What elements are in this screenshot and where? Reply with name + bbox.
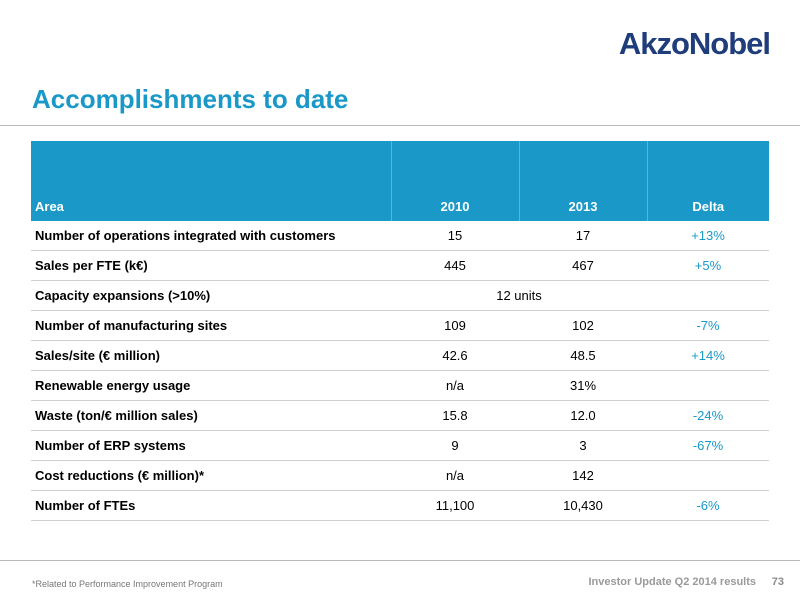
header-area: Area xyxy=(31,141,392,221)
row-delta: -67% xyxy=(647,430,769,461)
row-value-2010: 109 xyxy=(391,310,519,341)
row-value-2010: 9 xyxy=(391,430,519,461)
row-delta: +13% xyxy=(647,221,769,251)
table-body: Number of operations integrated with cus… xyxy=(31,221,769,521)
row-value-2013: 467 xyxy=(519,250,647,281)
row-value-2010: 445 xyxy=(391,250,519,281)
row-value-2010: 15.8 xyxy=(391,400,519,431)
row-area-label: Renewable energy usage xyxy=(31,370,391,401)
table-row: Number of manufacturing sites 109 102 -7% xyxy=(31,310,769,341)
row-value-2010: 42.6 xyxy=(391,340,519,371)
table-row: Sales/site (€ million) 42.6 48.5 +14% xyxy=(31,340,769,371)
table-row: Sales per FTE (k€) 445 467 +5% xyxy=(31,250,769,281)
footer-text: Investor Update Q2 2014 results xyxy=(588,576,756,588)
row-delta xyxy=(647,370,769,401)
row-value-2013: 142 xyxy=(519,460,647,491)
row-area-label: Sales per FTE (k€) xyxy=(31,250,391,281)
row-value-2010: 11,100 xyxy=(391,490,519,521)
row-area-label: Number of FTEs xyxy=(31,490,391,521)
row-value-2010: 15 xyxy=(391,221,519,251)
header-2010: 2010 xyxy=(391,141,520,221)
row-value-2013: 17 xyxy=(519,221,647,251)
row-area-label: Number of operations integrated with cus… xyxy=(31,221,391,251)
row-value-2013: 3 xyxy=(519,430,647,461)
table-header-row: Area 2010 2013 Delta xyxy=(31,141,769,221)
row-value-2013: 12.0 xyxy=(519,400,647,431)
row-value-2013: 48.5 xyxy=(519,340,647,371)
table-row: Number of ERP systems 9 3 -67% xyxy=(31,430,769,461)
row-delta: +14% xyxy=(647,340,769,371)
row-area-label: Number of ERP systems xyxy=(31,430,391,461)
row-merged-value: 12 units xyxy=(391,280,647,311)
table-row: Number of FTEs 11,100 10,430 -6% xyxy=(31,490,769,521)
row-area-label: Capacity expansions (>10%) xyxy=(31,280,391,311)
row-delta: -24% xyxy=(647,400,769,431)
footnote: *Related to Performance Improvement Prog… xyxy=(32,579,223,589)
page-number: 73 xyxy=(771,576,784,588)
row-value-2013: 10,430 xyxy=(519,490,647,521)
row-delta: -7% xyxy=(647,310,769,341)
table-row: Waste (ton/€ million sales) 15.8 12.0 -24% xyxy=(31,400,769,431)
header-2013: 2013 xyxy=(519,141,648,221)
row-value-2010: n/a xyxy=(391,460,519,491)
table-row: Capacity expansions (>10%) 12 units xyxy=(31,280,769,311)
row-delta xyxy=(647,460,769,491)
row-value-2013: 31% xyxy=(519,370,647,401)
row-value-2010: n/a xyxy=(391,370,519,401)
row-area-label: Waste (ton/€ million sales) xyxy=(31,400,391,431)
header-delta: Delta xyxy=(647,141,769,221)
row-area-label: Sales/site (€ million) xyxy=(31,340,391,371)
akzonobel-logo: AkzoNobel xyxy=(618,26,771,61)
row-delta: -6% xyxy=(647,490,769,521)
page-title: Accomplishments to date xyxy=(32,84,349,114)
row-area-label: Number of manufacturing sites xyxy=(31,310,391,341)
row-delta: +5% xyxy=(647,250,769,281)
row-area-label: Cost reductions (€ million)* xyxy=(31,460,391,491)
footer-divider xyxy=(0,560,800,561)
accomplishments-table: Area 2010 2013 Delta Number of operation… xyxy=(31,141,769,521)
table-row: Cost reductions (€ million)* n/a 142 xyxy=(31,460,769,491)
table-row: Renewable energy usage n/a 31% xyxy=(31,370,769,401)
header-divider xyxy=(0,125,800,126)
row-delta xyxy=(647,280,769,311)
table-row: Number of operations integrated with cus… xyxy=(31,221,769,251)
row-value-2013: 102 xyxy=(519,310,647,341)
